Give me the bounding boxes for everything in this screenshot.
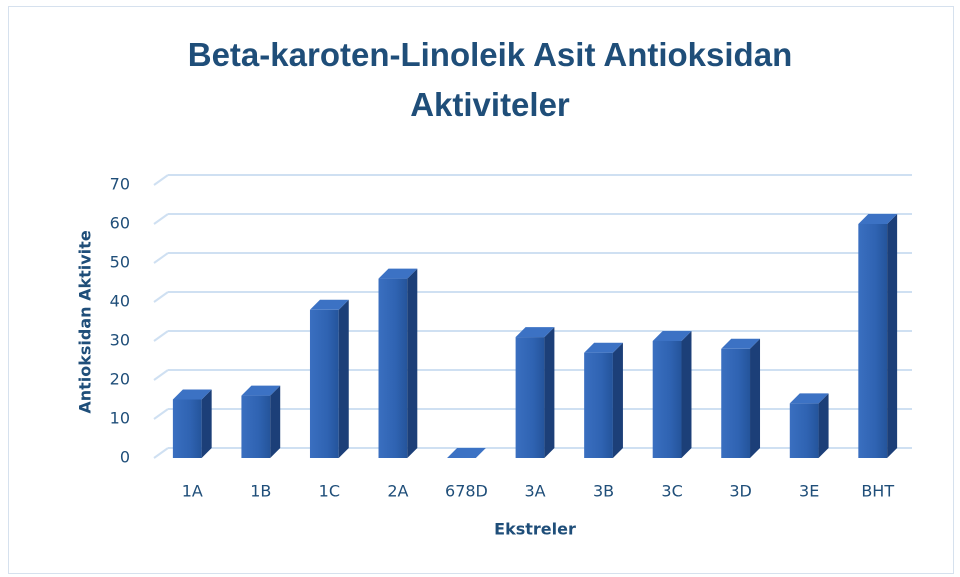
bar	[789, 403, 819, 458]
x-tick-label: 1A	[182, 482, 203, 501]
grid-line-depth	[153, 213, 169, 225]
y-axis-title: Antioksidan Aktivite	[76, 230, 95, 413]
bar-top	[789, 393, 829, 404]
bar	[652, 341, 682, 458]
bar-top	[447, 448, 486, 458]
bar	[172, 399, 202, 458]
grid-line-depth	[153, 174, 169, 186]
bar-side	[681, 331, 692, 458]
bar-top	[721, 338, 761, 349]
bar	[241, 395, 271, 458]
x-tick-label: 678D	[445, 482, 488, 501]
y-tick-label: 20	[110, 370, 130, 389]
bar-top	[309, 299, 349, 310]
x-tick-label: 2A	[387, 482, 408, 501]
y-tick-label: 0	[120, 448, 130, 467]
bar-side	[407, 268, 418, 458]
bar-side	[612, 342, 623, 458]
grid-line-depth	[153, 291, 169, 303]
grid-line-depth	[153, 408, 169, 420]
x-tick-label: 3D	[729, 482, 752, 501]
bar	[515, 337, 545, 458]
x-tick-label: 1B	[250, 482, 271, 501]
grid-line-depth	[153, 447, 169, 459]
y-tick-label: 30	[110, 331, 130, 350]
grid-line-depth	[153, 330, 169, 342]
y-tick-label: 40	[110, 292, 130, 311]
chart-frame	[8, 6, 954, 574]
bar-top	[515, 327, 555, 338]
bar-top	[652, 331, 692, 341]
y-tick-label: 70	[110, 175, 130, 194]
grid-line-depth	[153, 369, 169, 381]
grid-line-depth	[153, 252, 169, 264]
bar-top	[378, 268, 418, 279]
x-tick-label: 3A	[524, 482, 545, 501]
y-tick-label: 60	[110, 214, 130, 233]
x-tick-label: BHT	[861, 482, 894, 501]
chart-title: Beta-karoten-Linoleik Asit Antioksidan A…	[187, 36, 793, 123]
bar	[721, 348, 751, 458]
x-axis-title: Ekstreler	[494, 520, 576, 539]
x-tick-label: 3C	[661, 482, 682, 501]
bar-side	[887, 214, 898, 458]
bar-side	[201, 389, 212, 458]
bar-side	[270, 385, 281, 458]
bar	[858, 224, 888, 458]
x-tick-label: 3E	[799, 482, 819, 501]
bar-top	[858, 214, 898, 224]
bar-side	[750, 338, 761, 458]
bar	[584, 352, 613, 458]
bar-side	[818, 393, 829, 458]
y-tick-label: 10	[110, 409, 130, 428]
x-tick-label: 1C	[319, 482, 340, 501]
bar-side	[544, 327, 555, 458]
x-tick-label: 3B	[593, 482, 614, 501]
bar	[378, 278, 408, 458]
bar-side	[338, 299, 349, 458]
y-tick-label: 50	[110, 253, 130, 272]
bar-top	[584, 342, 623, 353]
bar-top	[172, 389, 212, 400]
bar	[309, 309, 339, 458]
bar-top	[241, 385, 281, 396]
